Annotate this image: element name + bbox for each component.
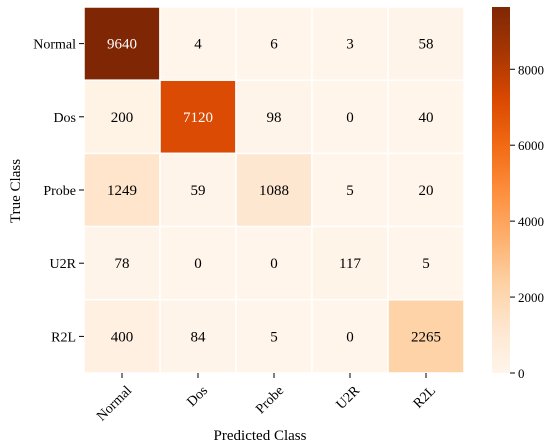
y-axis-ticks: Normal Dos Probe U2R R2L xyxy=(33,38,84,345)
heatmap-cell-u2r-dos xyxy=(159,225,237,301)
y-tick-label: R2L xyxy=(51,330,76,345)
cell-value-label: 2265 xyxy=(411,329,441,345)
heatmap-cell-dos-r2l xyxy=(387,79,465,155)
cell-value-label: 0 xyxy=(270,256,278,272)
colorbar-tick-label: 8000 xyxy=(518,62,544,77)
heatmap-cell-normal-probe xyxy=(235,6,313,81)
cell-value-label: 1088 xyxy=(259,183,289,199)
heatmap-cell-u2r-r2l xyxy=(387,225,465,301)
heatmap-cell-r2l-normal xyxy=(83,299,161,374)
heatmap-cell-u2r-u2r xyxy=(311,225,389,301)
cell-value-label: 59 xyxy=(191,183,206,199)
cell-value-label: 6 xyxy=(270,37,278,53)
cell-value-label: 0 xyxy=(194,256,202,272)
heatmap-cell-probe-u2r xyxy=(311,152,389,228)
cell-value-label: 0 xyxy=(346,110,354,126)
y-tick-label: U2R xyxy=(50,257,77,272)
cell-value-label: 200 xyxy=(111,110,134,126)
x-tick-label: Dos xyxy=(184,383,211,410)
colorbar-ticks: 0 2000 4000 6000 8000 xyxy=(510,62,544,381)
cell-value-label: 7120 xyxy=(183,110,213,126)
cell-value-label: 78 xyxy=(115,256,130,272)
heatmap-cells xyxy=(83,6,465,374)
cell-value-label: 117 xyxy=(339,256,361,272)
cell-value-label: 9640 xyxy=(107,37,137,53)
cell-value-label: 84 xyxy=(191,329,207,345)
cell-value-label: 3 xyxy=(346,37,354,53)
heatmap-cell-dos-probe xyxy=(235,79,313,155)
heatmap-cell-probe-dos xyxy=(159,152,237,228)
heatmap-cell-labels: 9640 4 6 3 58 200 7120 98 0 40 1249 59 1088 5 20 78 0 0 11… xyxy=(107,37,441,346)
heatmap-cell-normal-dos xyxy=(159,6,237,81)
cell-value-label: 98 xyxy=(267,110,282,126)
heatmap-cell-normal-normal xyxy=(83,6,161,81)
cell-value-label: 5 xyxy=(346,183,354,199)
x-tick-label: U2R xyxy=(334,383,364,413)
cell-value-label: 20 xyxy=(419,183,434,199)
y-axis-label: True Class xyxy=(8,159,24,223)
cell-value-label: 4 xyxy=(194,37,202,53)
colorbar xyxy=(492,7,510,373)
y-tick-label: Normal xyxy=(33,38,76,53)
cell-value-label: 5 xyxy=(270,329,278,345)
cell-value-label: 1249 xyxy=(107,183,137,199)
x-axis-ticks: Normal Dos Probe U2R R2L xyxy=(94,373,439,424)
heatmap-cell-r2l-probe xyxy=(235,299,313,374)
x-axis-label: Predicted Class xyxy=(214,428,307,444)
cell-value-label: 0 xyxy=(346,329,354,345)
cell-value-label: 400 xyxy=(111,329,134,345)
colorbar-tick-label: 6000 xyxy=(518,138,544,153)
y-tick-label: Probe xyxy=(43,184,76,199)
cell-value-label: 40 xyxy=(419,110,434,126)
cell-value-label: 58 xyxy=(419,37,434,53)
y-tick-label: Dos xyxy=(53,111,76,126)
heatmap-cell-r2l-dos xyxy=(159,299,237,374)
heatmap-cell-u2r-probe xyxy=(235,225,313,301)
cell-value-label: 5 xyxy=(422,256,430,272)
colorbar-tick-label: 0 xyxy=(518,366,525,381)
colorbar-tick-label: 4000 xyxy=(518,214,544,229)
colorbar-tick-label: 2000 xyxy=(518,290,544,305)
x-tick-label: R2L xyxy=(411,383,439,411)
x-tick-label: Probe xyxy=(253,383,287,417)
x-tick-label: Normal xyxy=(94,383,135,424)
